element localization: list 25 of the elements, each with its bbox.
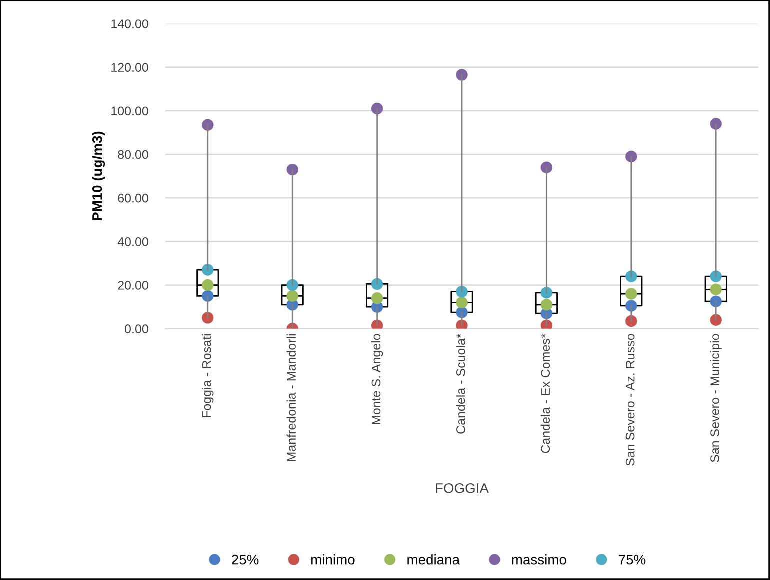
y-tick-label: 80.00 — [118, 150, 148, 160]
y-tick-label: 120.00 — [112, 63, 148, 72]
legend-label: mediana — [408, 554, 460, 565]
y-tick-label: 100.00 — [112, 106, 148, 116]
x-tick-label: San Severo - Az. Russo — [626, 334, 635, 466]
y-axis-title: PM10 (ug/m3) — [92, 132, 106, 221]
point — [202, 264, 214, 276]
y-tick-label: 140.00 — [112, 20, 148, 28]
y-tick-label: 60.00 — [118, 194, 148, 203]
legend-label: 75% — [619, 554, 646, 565]
x-tick-label: Candela - Scuola* — [456, 334, 466, 434]
point — [456, 69, 468, 81]
y-tick-label: 0.00 — [125, 324, 148, 334]
legend-label: 25% — [232, 554, 259, 565]
legend-label: minimo — [312, 554, 355, 565]
y-tick-label: 40.00 — [118, 237, 148, 246]
point — [626, 300, 638, 312]
y-tick-label: 20.00 — [118, 281, 148, 290]
x-tick-label: Candela - Ex Comes* — [540, 334, 550, 454]
x-axis-title: FOGGIA — [436, 483, 489, 494]
x-tick-label: Manfredonia - Mandorli — [286, 334, 296, 462]
legend-label: massimo — [512, 554, 566, 565]
x-tick-label: Monte S. Angelo — [371, 334, 384, 424]
x-tick-label: Foggia - Rosati — [202, 334, 214, 418]
x-tick-label: San Severo - Municipio — [710, 334, 722, 462]
